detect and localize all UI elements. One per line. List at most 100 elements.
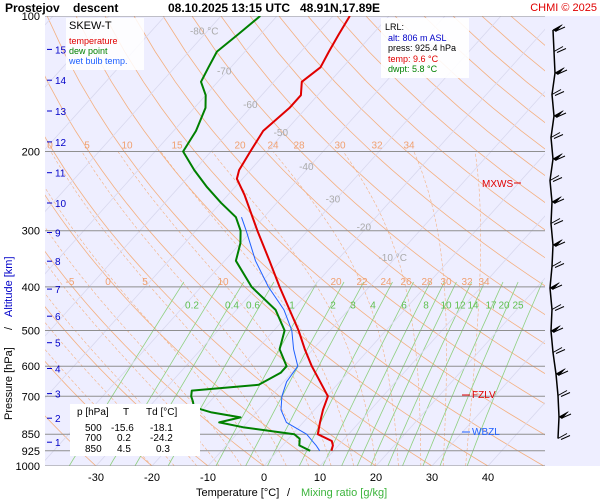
wind-barb	[553, 327, 564, 333]
wind-barb	[557, 69, 568, 75]
dry-adiabat	[162, 16, 545, 375]
wind-barb	[554, 91, 565, 96]
profile-lines	[182, 16, 351, 452]
altitude-tick-label: 1	[55, 438, 61, 449]
y-axis-title: Pressure [hPa] / Altitude [km]	[3, 256, 15, 420]
pressure-tick-label: 100	[22, 11, 40, 23]
table-cell-td: 0.3	[156, 444, 170, 455]
table-cell-t: -15.6	[111, 423, 134, 434]
adiabat-label: 28	[293, 140, 305, 151]
altitude-tick-label: 10	[55, 199, 67, 210]
pressure-tick-label: 500	[22, 326, 40, 338]
pressure-tick-label: 600	[22, 361, 40, 373]
pressure-tick-label: 925	[22, 446, 40, 458]
table-cell-t: 4.5	[117, 444, 131, 455]
isotherm	[45, 16, 334, 337]
axis-ticks: 1002003004005006007008509251000123456789…	[16, 11, 495, 484]
isotherm	[45, 16, 222, 213]
altitude-tick-label: 8	[55, 257, 61, 268]
adiabat-label: 10	[121, 140, 133, 151]
wind-barb	[553, 220, 564, 225]
wind-barb	[555, 155, 566, 161]
plot-background	[45, 16, 545, 466]
dry-adiabat	[220, 16, 545, 316]
adiabat-label: 15	[171, 140, 183, 151]
altitude-tick-label: 6	[55, 312, 61, 323]
wind-barb	[560, 435, 571, 440]
wind-barb	[552, 284, 563, 290]
grid-lines: -80 °C-70-60-50-40-30-20-10 °C0 5 10 15 20 24…	[45, 16, 545, 466]
isotherm-label: -50	[274, 128, 289, 139]
wind-panel-background	[545, 16, 600, 466]
isotherm	[45, 16, 278, 275]
dry-adiabat	[278, 16, 545, 259]
mixing-ratio-label: 17	[485, 300, 497, 311]
isotherm-label: -40	[299, 162, 314, 173]
isotherm	[95, 16, 502, 466]
adiabat-label: 5	[84, 140, 90, 151]
adiabat-label: 20	[330, 277, 342, 288]
adiabat-label: 0	[105, 277, 111, 288]
adiabat-label: 34	[478, 277, 490, 288]
wind-barb	[561, 413, 572, 419]
wind-barb	[560, 392, 571, 397]
legend-dew-point: dew point	[69, 46, 108, 56]
temperature-tick-label: -30	[88, 472, 104, 484]
mixing-ratio-label: 25	[512, 300, 524, 311]
dry-adiabat	[191, 16, 545, 345]
wind-barb	[554, 263, 565, 268]
altitude-tick-label: 7	[55, 285, 61, 296]
isotherm	[45, 16, 390, 399]
xlabel-sep: /	[287, 487, 291, 499]
wind-barb	[556, 48, 567, 53]
isotherm	[319, 215, 545, 466]
altitude-tick-label: 13	[55, 107, 67, 118]
adiabat-label: 0	[47, 140, 53, 151]
isotherm-label: -30	[326, 195, 341, 206]
isotherm	[431, 339, 545, 466]
adiabat-label: 24	[380, 277, 392, 288]
header-station: Prostejov	[5, 1, 60, 15]
lrl-dwpt: dwpt: 5.8 °C	[388, 64, 438, 74]
isotherm	[45, 16, 166, 150]
wind-barb	[551, 261, 562, 267]
wind-barb	[555, 26, 566, 32]
moist-adiabat	[413, 151, 447, 466]
legend-wet-bulb: wet bulb temp.	[68, 56, 128, 66]
adiabat-label: 5	[142, 277, 148, 288]
mixing-ratio-label: 1	[289, 300, 295, 311]
wind-barb	[553, 46, 564, 52]
isotherm	[263, 153, 545, 466]
wind-barb	[553, 134, 564, 139]
temperature-tick-label: 0	[261, 472, 267, 484]
ylabel-pressure: Pressure [hPa]	[3, 347, 15, 420]
wind-barb	[555, 349, 566, 354]
pressure-tick-label: 300	[22, 226, 40, 238]
table-cell-td: -24.2	[150, 433, 173, 444]
pressure-tick-label: 700	[22, 391, 40, 403]
level-markers: MXWS FZLV WBZL	[462, 179, 521, 438]
wind-pennant	[553, 153, 563, 161]
isotherm	[45, 16, 446, 461]
ylabel-sep: /	[3, 326, 15, 330]
wind-barb	[555, 241, 566, 247]
ylabel-altitude: Altitude [km]	[3, 256, 15, 317]
x-axis-title: Temperature [°C] / Mixing ratio [g/kg]	[196, 487, 387, 499]
adiabat-label: 20	[234, 140, 246, 151]
mixing-ratio-label: 20	[498, 300, 510, 311]
mixing-ratio-label: 3	[350, 300, 356, 311]
header-copyright: CHMI © 2025	[530, 2, 597, 14]
wind-barb	[554, 306, 565, 311]
legend-title: SKEW-T	[69, 20, 112, 32]
mixing-ratio-label: 8	[423, 300, 429, 311]
temperature-tick-label: 40	[482, 472, 494, 484]
wind-barb	[551, 304, 562, 310]
isotherm	[375, 277, 545, 466]
altitude-tick-label: 14	[55, 76, 67, 87]
pressure-tick-label: 200	[22, 147, 40, 159]
mxws-label: MXWS	[482, 179, 513, 190]
xlabel-temp: Temperature [°C]	[196, 487, 279, 499]
header-datetime: 08.10.2025 13:15 UTC	[168, 1, 290, 15]
mixing-ratio-label: 0.4	[225, 300, 239, 311]
wind-profile-line	[549, 29, 560, 439]
